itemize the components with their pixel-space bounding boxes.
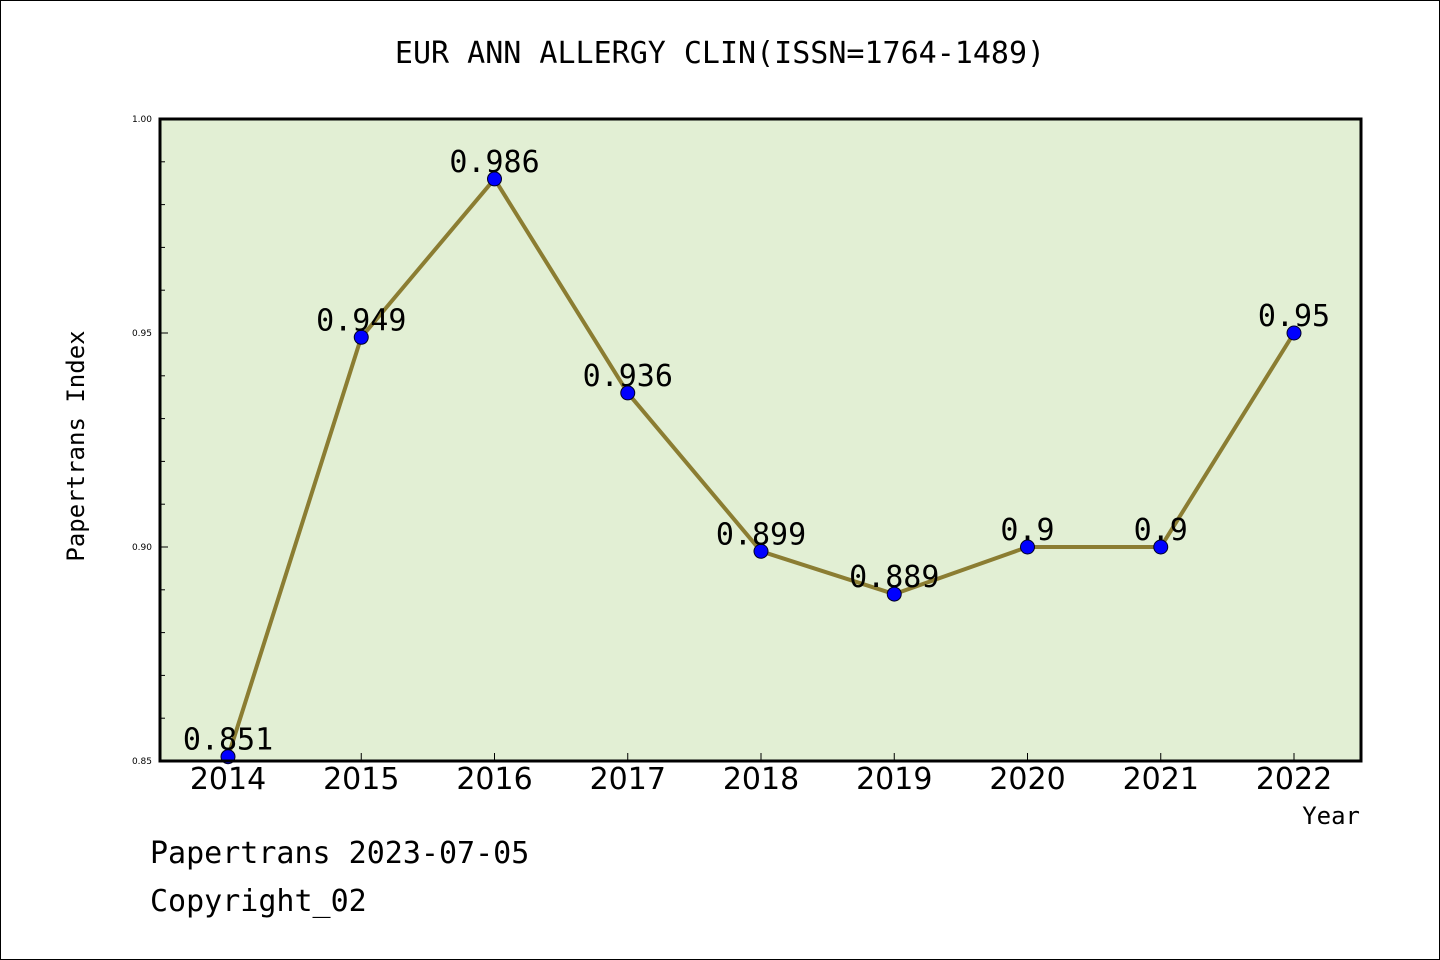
data-label: 0.936: [583, 359, 673, 394]
y-tick-label: 0.95: [132, 329, 152, 339]
x-tick-label: 2021: [1123, 762, 1199, 797]
x-tick-label: 2020: [989, 762, 1065, 797]
plot-border: [158, 117, 1363, 763]
data-label: 0.9: [1134, 513, 1188, 548]
data-label: 0.95: [1258, 299, 1330, 334]
footer-copyright: Copyright_02: [150, 884, 367, 919]
y-tick-label: 1.00: [132, 115, 152, 125]
data-point: [487, 171, 502, 187]
data-label: 0.889: [849, 560, 939, 595]
x-tick-label: 2015: [323, 762, 399, 797]
data-point: [753, 543, 769, 559]
x-tick-label: 2017: [590, 762, 666, 797]
x-tick-label: 2019: [856, 762, 932, 797]
data-point: [1020, 539, 1035, 555]
x-tick-label: 2022: [1256, 762, 1332, 797]
data-label: 0.9: [1000, 513, 1054, 548]
data-point: [1286, 325, 1302, 341]
y-tick-label: 0.85: [132, 757, 152, 767]
data-point: [1153, 539, 1169, 555]
y-tick-label: 0.90: [132, 543, 152, 553]
plot-area: [160, 119, 1361, 761]
x-tick-label: 2018: [723, 762, 799, 797]
data-label: 0.986: [449, 145, 539, 180]
data-label: 0.851: [183, 723, 273, 758]
data-label: 0.899: [716, 517, 806, 552]
x-tick-label: 2014: [190, 762, 266, 797]
x-axis-label: Year: [1302, 802, 1360, 830]
data-point: [620, 385, 636, 401]
footer-date: Papertrans 2023-07-05: [150, 836, 530, 871]
data-point: [886, 586, 902, 602]
data-label: 0.949: [316, 303, 406, 338]
chart-title: EUR ANN ALLERGY CLIN(ISSN=1764-1489): [394, 36, 1046, 71]
x-tick-label: 2016: [456, 762, 532, 797]
data-point: [353, 329, 369, 345]
